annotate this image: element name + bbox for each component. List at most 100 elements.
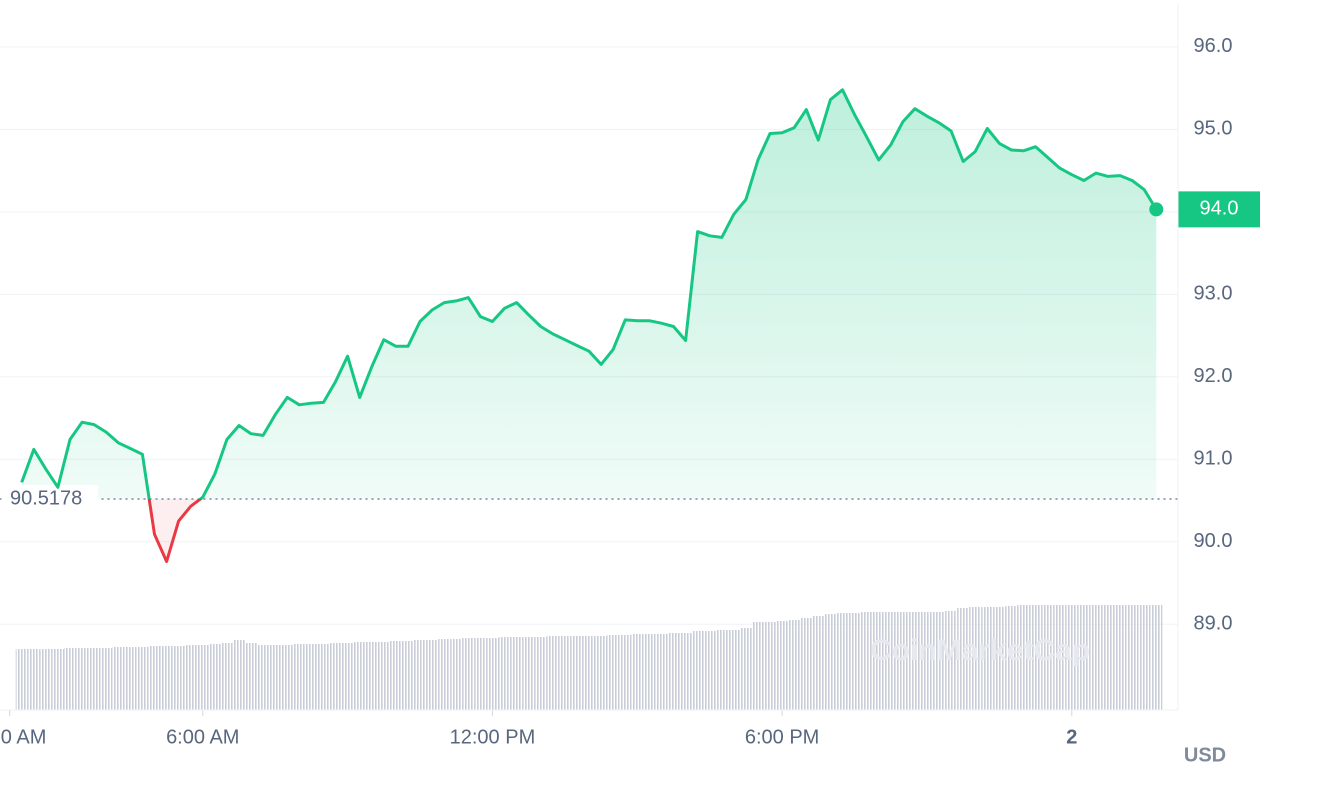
volume-bar	[595, 636, 608, 710]
volume-bar	[365, 642, 378, 710]
volume-bar	[184, 645, 197, 710]
volume-bars	[15, 605, 1163, 710]
y-tick-label: 92.0	[1194, 365, 1233, 387]
volume-bar	[1089, 605, 1102, 710]
volume-bar	[1101, 605, 1115, 710]
volume-bar	[88, 648, 101, 710]
volume-bar	[450, 639, 463, 710]
volume-bar	[305, 644, 318, 710]
volume-bar	[836, 613, 849, 710]
volume-bar	[220, 643, 233, 710]
volume-bar	[824, 614, 837, 710]
x-tick-label: 2	[1066, 726, 1077, 748]
volume-bar	[39, 649, 52, 710]
volume-bar	[981, 607, 994, 710]
volume-bar	[800, 618, 813, 710]
volume-bar	[112, 647, 125, 710]
volume-bar	[884, 612, 897, 710]
volume-bar	[848, 613, 861, 710]
y-tick-label: 91.0	[1194, 448, 1233, 470]
y-tick-label: 95.0	[1194, 118, 1233, 140]
volume-bar	[1126, 605, 1139, 710]
volume-bar	[63, 648, 77, 710]
volume-bar	[957, 608, 970, 710]
volume-bar	[329, 643, 342, 710]
volume-bar	[1077, 605, 1090, 710]
volume-bar	[160, 646, 173, 710]
volume-bar	[1138, 605, 1151, 710]
volume-bar	[148, 646, 161, 710]
volume-bar	[993, 607, 1006, 710]
plot: 90.5178 94.0	[0, 88, 1260, 563]
volume-bar	[51, 649, 64, 710]
volume-bar	[474, 638, 487, 710]
volume-bar	[932, 612, 946, 710]
volume-bar	[727, 630, 740, 710]
volume-bar	[413, 640, 427, 710]
currency-label: USD	[1184, 744, 1226, 766]
volume-bar	[1017, 605, 1030, 710]
volume-bar	[582, 636, 596, 710]
volume-bar	[136, 647, 149, 710]
volume-bar	[27, 649, 40, 710]
current-dot	[1149, 202, 1164, 217]
volume-bar	[1005, 606, 1018, 710]
volume-bar	[208, 644, 221, 710]
volume-bar	[498, 637, 511, 710]
volume-bar	[667, 633, 680, 710]
y-tick-label: 93.0	[1194, 283, 1233, 305]
volume-bar	[1114, 605, 1127, 710]
volume-bar	[607, 635, 620, 710]
volume-bar	[257, 645, 270, 710]
volume-bar	[776, 621, 789, 710]
volume-bar	[15, 649, 28, 710]
y-tick-label: 90.0	[1194, 530, 1233, 552]
volume-bar	[896, 612, 909, 710]
x-tick-label: 6:00 PM	[745, 726, 819, 748]
volume-bar	[124, 647, 137, 710]
volume-bar	[196, 645, 209, 710]
volume-bar	[703, 631, 716, 710]
volume-bar	[1065, 605, 1078, 710]
volume-bar	[76, 648, 89, 710]
volume-bar	[739, 628, 752, 710]
current-price-label: 94.0	[1200, 198, 1239, 220]
x-tick-label: 12:00 PM	[450, 726, 536, 748]
baseline-label-bg	[4, 485, 98, 514]
volume-bar	[232, 640, 246, 710]
volume-bar	[486, 638, 499, 710]
volume-bar	[389, 641, 402, 710]
volume-bar	[341, 643, 354, 710]
volume-bar	[172, 646, 185, 710]
volume-bar	[269, 645, 282, 710]
volume-bar	[426, 640, 439, 710]
volume-bar	[715, 630, 728, 710]
volume-bar	[377, 642, 390, 710]
volume-bar	[100, 648, 113, 710]
volume-bar	[510, 637, 523, 710]
volume-bar	[872, 612, 885, 710]
x-tick-label: 2:00 AM	[0, 726, 46, 748]
volume-bar	[920, 612, 933, 710]
volume-bar	[788, 620, 801, 710]
y-tick-label: 96.0	[1194, 35, 1233, 57]
area-up	[21, 89, 1157, 500]
baseline-label: 90.5178	[10, 487, 82, 509]
volume-bar	[245, 643, 258, 710]
volume-bar	[631, 634, 644, 710]
volume-bar	[281, 645, 294, 710]
x-tick-label: 6:00 AM	[166, 726, 239, 748]
volume-bar	[293, 644, 306, 710]
grid: 89.090.091.092.093.094.095.096.02:00 AM6…	[0, 35, 1232, 748]
volume-bar	[1029, 605, 1042, 710]
y-tick-label: 89.0	[1194, 613, 1233, 635]
volume-bar	[558, 636, 571, 710]
volume-bar	[534, 637, 547, 710]
volume-bar	[462, 638, 475, 710]
volume-bar	[522, 637, 535, 710]
volume-bar	[751, 622, 765, 710]
volume-bar	[1041, 605, 1054, 710]
volume-bar	[655, 634, 668, 710]
